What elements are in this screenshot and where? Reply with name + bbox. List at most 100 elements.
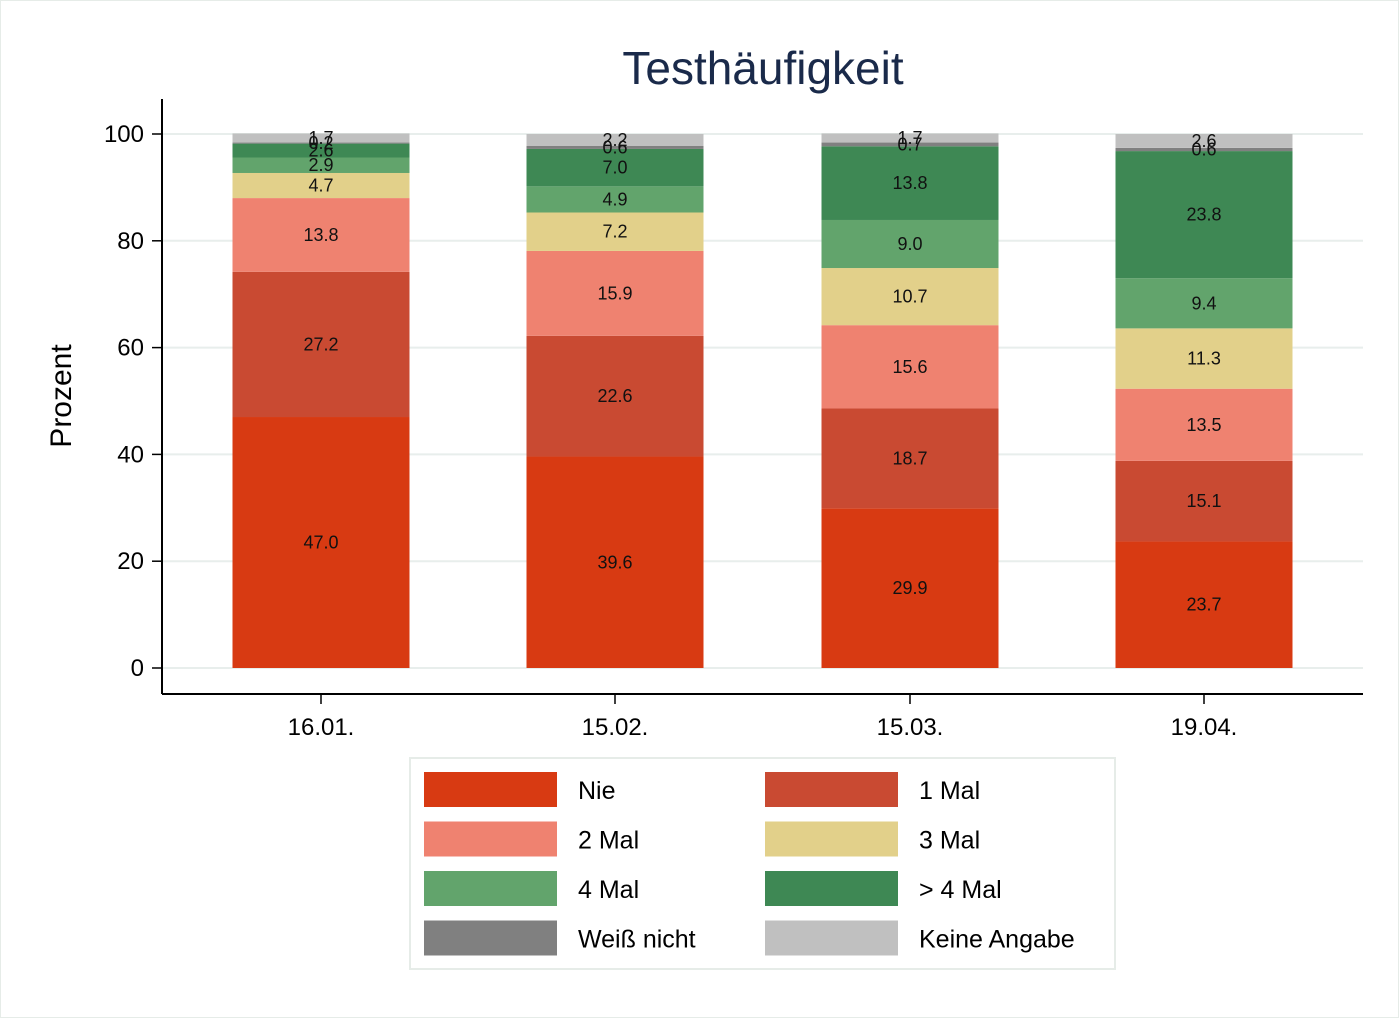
data-label: 29.9	[892, 578, 927, 598]
y-tick-label: 40	[117, 441, 144, 468]
bar-segment	[232, 143, 410, 158]
bar-stack: 47.0 27.2 13.8 4.72.92.60.21.7	[232, 128, 410, 668]
bar-segment	[1115, 541, 1293, 668]
data-label: 2.6	[1191, 131, 1216, 151]
legend-item: 3 Mal	[765, 821, 980, 857]
data-label: 0.6	[1191, 139, 1216, 159]
y-axis-label: Prozent	[45, 344, 78, 448]
bar-segment	[526, 456, 704, 668]
bar-segment	[1115, 147, 1293, 152]
legend-label: 3 Mal	[919, 827, 980, 855]
bar-segment	[526, 250, 704, 336]
bar-segment	[1115, 151, 1293, 279]
bar-segment	[1115, 134, 1293, 148]
y-tick-label: 60	[117, 335, 144, 362]
x-tick-label: 15.02.	[582, 714, 649, 741]
bar-segment	[821, 268, 999, 326]
legend-swatch	[424, 821, 557, 857]
data-label: 1.7	[308, 128, 333, 148]
legend-label: 4 Mal	[578, 876, 639, 904]
bar-segment	[526, 212, 704, 251]
data-label: 15.1	[1186, 491, 1221, 511]
data-label: 7.0	[602, 158, 627, 178]
bar-segment	[821, 408, 999, 509]
legend-label: 2 Mal	[578, 827, 639, 855]
data-label: 22.6	[597, 386, 632, 406]
data-label: 13.8	[892, 173, 927, 193]
data-label: 2.6	[308, 141, 333, 161]
legend-item: 1 Mal	[765, 772, 980, 807]
legend-swatch	[765, 772, 898, 807]
bar-stack: 23.7 15.1 13.5 11.3 9.4 23.8 0.62.6	[1115, 131, 1293, 668]
legend-item: 2 Mal	[424, 821, 639, 857]
legend-swatch	[424, 871, 557, 906]
legend: Nie 1 Mal 2 Mal 3 Mal 4 Mal > 4 Mal Weiß nicht…	[409, 757, 1116, 970]
data-label: 23.7	[1186, 595, 1221, 615]
x-tick-label: 16.01.	[288, 714, 355, 741]
bar-segment	[821, 146, 999, 220]
data-label: 39.6	[597, 552, 632, 572]
legend-swatch	[424, 772, 557, 807]
bar-segment	[1115, 460, 1293, 542]
bar-stack: 39.6 22.6 15.9 7.2 4.9 7.00.62.2	[526, 130, 704, 668]
bar-segment	[232, 271, 410, 418]
legend-label: 1 Mal	[919, 777, 980, 805]
legend-label: > 4 Mal	[919, 876, 1002, 904]
data-label: 27.2	[303, 334, 338, 354]
bar-segment	[232, 157, 410, 173]
axes: 0 20 40 60 80 100 16.01. 15.02. 15.03. 19.04.	[104, 99, 1363, 741]
y-tick-label: 80	[117, 228, 144, 255]
legend-swatch	[765, 920, 898, 956]
legend-item: > 4 Mal	[765, 871, 1002, 906]
bar-segment	[821, 325, 999, 409]
legend-item: Nie	[424, 772, 616, 807]
bar-segment	[526, 134, 704, 146]
data-label: 1.7	[897, 128, 922, 148]
bar-segment	[232, 133, 410, 143]
data-label: 10.7	[892, 287, 927, 307]
x-tick-label: 19.04.	[1171, 714, 1238, 741]
bar-segment	[526, 186, 704, 213]
y-tick-label: 20	[117, 548, 144, 575]
legend-item: Weiß nicht	[424, 920, 696, 956]
bar-segment	[232, 198, 410, 272]
data-label: 18.7	[892, 448, 927, 468]
data-label: 0.2	[308, 133, 333, 153]
bar-segment	[232, 142, 410, 144]
data-label: 2.9	[308, 155, 333, 175]
bar-segment	[821, 133, 999, 143]
bar-segment	[526, 145, 704, 149]
legend-label: Weiß nicht	[578, 926, 696, 954]
data-label: 9.4	[1191, 293, 1216, 313]
y-tick-label: 0	[131, 655, 144, 682]
bar-segment	[821, 142, 999, 147]
data-label: 2.2	[602, 130, 627, 150]
data-label: 23.8	[1186, 205, 1221, 225]
legend-label: Keine Angabe	[919, 926, 1075, 954]
bar-segment	[232, 417, 410, 668]
bars: 47.027.213.84.72.92.60.21.739.622.615.97…	[232, 128, 1293, 668]
data-label: 11.3	[1187, 349, 1221, 369]
data-label: 7.2	[602, 222, 627, 242]
legend-swatch	[765, 821, 898, 857]
bar-segment	[821, 219, 999, 269]
legend-item: Keine Angabe	[765, 920, 1075, 956]
legend-item: 4 Mal	[424, 871, 639, 906]
bar-stack: 29.9 18.7 15.6 10.7 9.0 13.8 0.71.7	[821, 128, 999, 668]
data-label: 15.9	[597, 283, 632, 303]
data-label: 0.6	[602, 137, 627, 157]
data-label: 15.6	[892, 357, 927, 377]
legend-swatch	[765, 871, 898, 906]
bar-segment	[526, 335, 704, 457]
data-label: 4.9	[602, 189, 627, 209]
data-label: 47.0	[303, 533, 338, 553]
bar-segment	[1115, 328, 1293, 389]
legend-swatch	[424, 920, 557, 956]
data-label: 4.7	[308, 176, 333, 196]
bar-segment	[1115, 388, 1293, 461]
data-label: 13.5	[1186, 415, 1221, 435]
bar-segment	[821, 508, 999, 668]
data-label: 13.8	[303, 225, 338, 245]
